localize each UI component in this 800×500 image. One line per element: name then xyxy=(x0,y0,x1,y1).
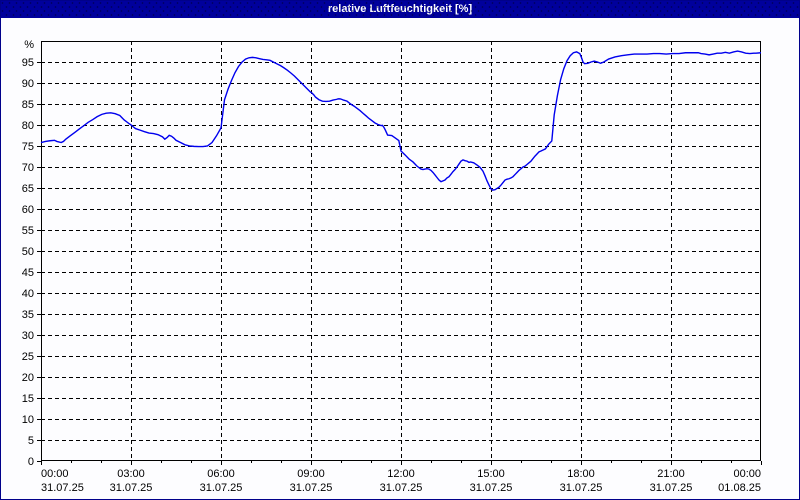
svg-text:45: 45 xyxy=(22,267,34,279)
svg-text:25: 25 xyxy=(22,351,34,363)
svg-text:31.07.25: 31.07.25 xyxy=(650,482,693,494)
svg-text:20: 20 xyxy=(22,372,34,384)
svg-text:70: 70 xyxy=(22,162,34,174)
svg-text:35: 35 xyxy=(22,309,34,321)
svg-text:95: 95 xyxy=(22,57,34,69)
svg-text:75: 75 xyxy=(22,141,34,153)
svg-text:00:00: 00:00 xyxy=(41,468,69,480)
svg-text:60: 60 xyxy=(22,204,34,216)
svg-text:09:00: 09:00 xyxy=(297,468,325,480)
svg-text:06:00: 06:00 xyxy=(207,468,235,480)
svg-text:55: 55 xyxy=(22,225,34,237)
svg-text:30: 30 xyxy=(22,330,34,342)
svg-text:5: 5 xyxy=(28,435,34,447)
svg-text:31.07.25: 31.07.25 xyxy=(110,482,153,494)
svg-text:65: 65 xyxy=(22,183,34,195)
svg-text:15: 15 xyxy=(22,393,34,405)
svg-text:03:00: 03:00 xyxy=(117,468,145,480)
svg-text:18:00: 18:00 xyxy=(567,468,595,480)
svg-text:31.07.25: 31.07.25 xyxy=(41,482,84,494)
svg-text:90: 90 xyxy=(22,78,34,90)
svg-text:31.07.25: 31.07.25 xyxy=(470,482,513,494)
svg-text:50: 50 xyxy=(22,246,34,258)
svg-text:31.07.25: 31.07.25 xyxy=(290,482,333,494)
svg-text:80: 80 xyxy=(22,120,34,132)
svg-text:21:00: 21:00 xyxy=(657,468,685,480)
svg-text:01.08.25: 01.08.25 xyxy=(718,482,761,494)
svg-text:10: 10 xyxy=(22,414,34,426)
svg-text:12:00: 12:00 xyxy=(387,468,415,480)
svg-text:00:00: 00:00 xyxy=(733,468,761,480)
svg-text:31.07.25: 31.07.25 xyxy=(380,482,423,494)
svg-text:31.07.25: 31.07.25 xyxy=(560,482,603,494)
svg-text:85: 85 xyxy=(22,99,34,111)
svg-text:0: 0 xyxy=(28,456,34,468)
svg-text:15:00: 15:00 xyxy=(477,468,505,480)
svg-text:40: 40 xyxy=(22,288,34,300)
svg-text:31.07.25: 31.07.25 xyxy=(200,482,243,494)
svg-text:%: % xyxy=(24,39,34,51)
